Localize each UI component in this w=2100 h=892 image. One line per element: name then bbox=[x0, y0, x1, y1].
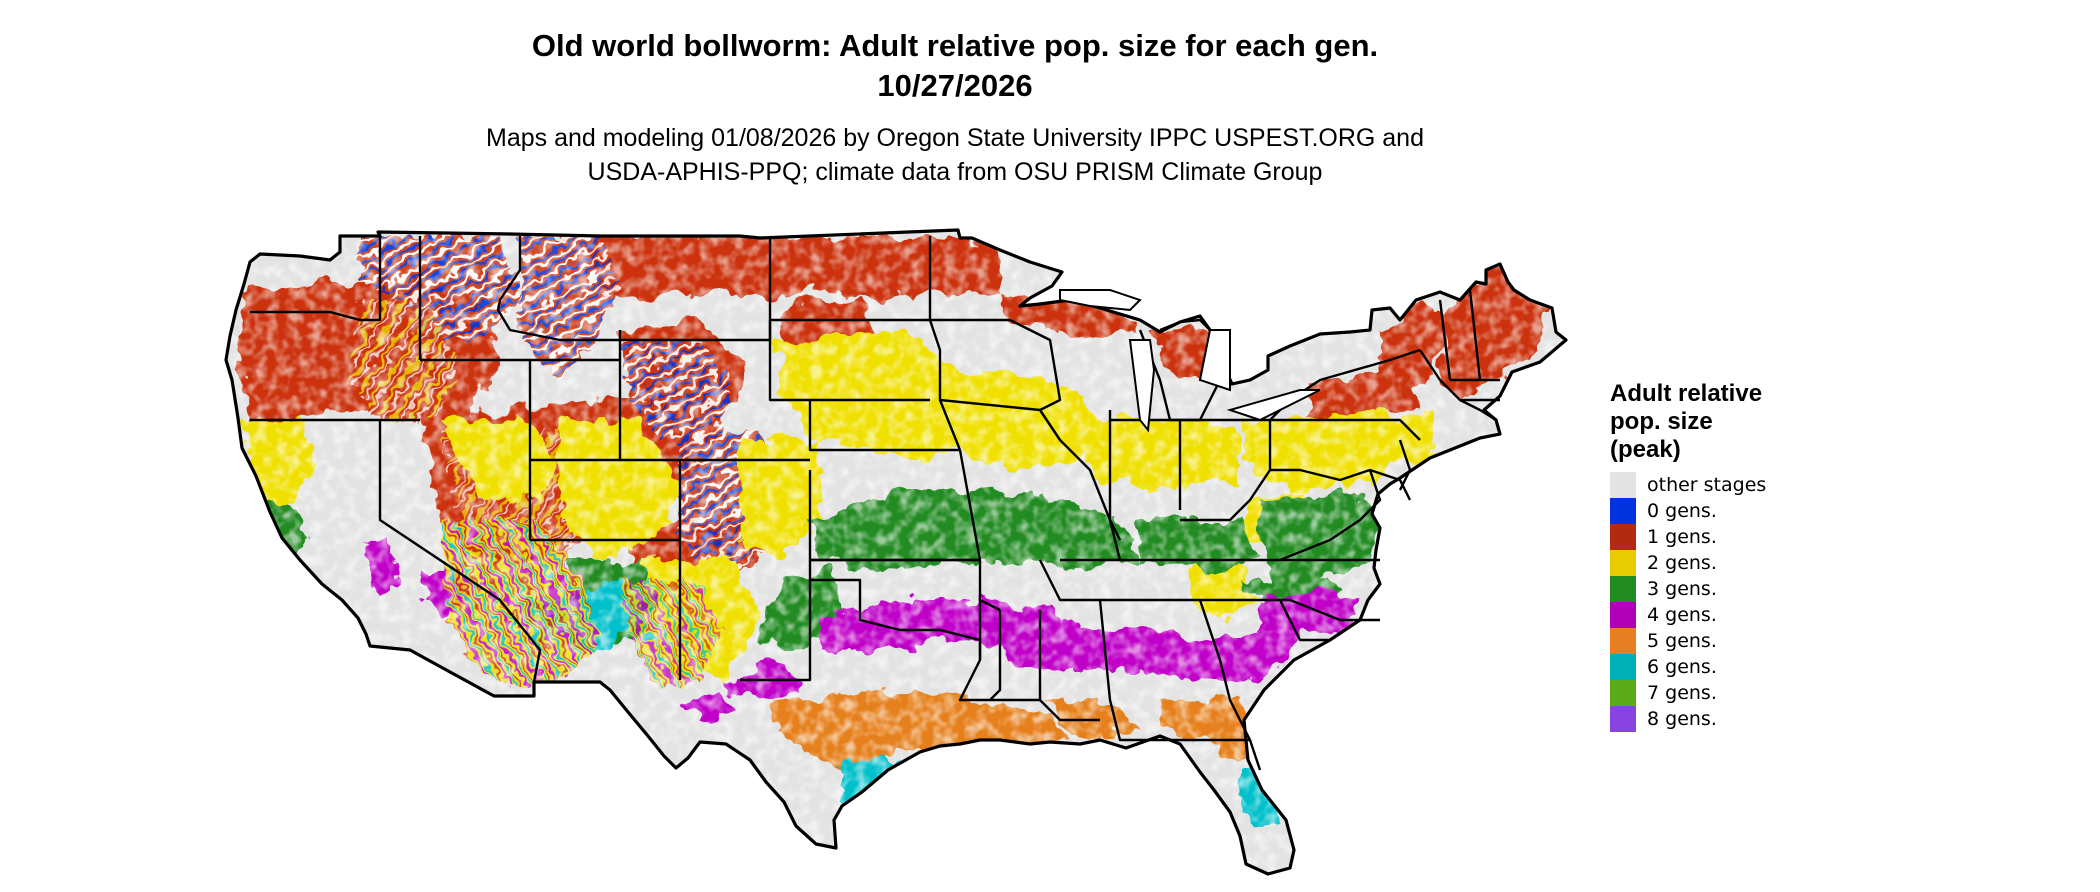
great-lakes bbox=[1059, 289, 1321, 433]
legend-item: 1 gens. bbox=[1610, 524, 1870, 550]
legend-items: other stages 0 gens. 1 gens. 2 gens. 3 gens.… bbox=[1610, 472, 1870, 732]
legend-item: 4 gens. bbox=[1610, 602, 1870, 628]
lake-superior bbox=[1059, 289, 1142, 312]
legend-item: 5 gens. bbox=[1610, 628, 1870, 654]
legend-swatch bbox=[1610, 576, 1636, 602]
legend-title-line-3: (peak) bbox=[1610, 436, 1681, 463]
legend-label: 8 gens. bbox=[1647, 708, 1717, 730]
legend-item: 8 gens. bbox=[1610, 706, 1870, 732]
legend-label: 3 gens. bbox=[1647, 578, 1717, 600]
legend-label: 4 gens. bbox=[1647, 604, 1717, 626]
legend-item: 3 gens. bbox=[1610, 576, 1870, 602]
legend-item: 7 gens. bbox=[1610, 680, 1870, 706]
legend-swatch bbox=[1610, 498, 1636, 524]
legend-title-line-2: pop. size bbox=[1610, 408, 1713, 435]
lake-huron bbox=[1198, 329, 1231, 392]
legend-swatch bbox=[1610, 628, 1636, 654]
legend-item: 2 gens. bbox=[1610, 550, 1870, 576]
legend-item: 6 gens. bbox=[1610, 654, 1870, 680]
legend-label: 0 gens. bbox=[1647, 500, 1717, 522]
map-legend: Adult relative pop. size (peak) other st… bbox=[1610, 380, 1870, 732]
lake-michigan bbox=[1128, 339, 1156, 433]
map-date: 10/27/2026 bbox=[877, 68, 1033, 103]
legend-label: 6 gens. bbox=[1647, 656, 1717, 678]
legend-item: 0 gens. bbox=[1610, 498, 1870, 524]
legend-item: other stages bbox=[1610, 472, 1870, 498]
legend-label: 7 gens. bbox=[1647, 682, 1717, 704]
map-credit-line-1: Maps and modeling 01/08/2026 by Oregon S… bbox=[486, 124, 1424, 152]
state-borders bbox=[224, 228, 1568, 876]
legend-swatch bbox=[1610, 550, 1636, 576]
legend-title: Adult relative pop. size (peak) bbox=[1610, 380, 1870, 464]
legend-swatch bbox=[1610, 472, 1636, 498]
legend-swatch bbox=[1610, 706, 1636, 732]
legend-label: other stages bbox=[1647, 474, 1767, 496]
legend-label: 2 gens. bbox=[1647, 552, 1717, 574]
lake-erie bbox=[1226, 389, 1321, 422]
legend-swatch bbox=[1610, 654, 1636, 680]
legend-swatch bbox=[1610, 602, 1636, 628]
legend-label: 1 gens. bbox=[1647, 526, 1717, 548]
legend-title-line-1: Adult relative bbox=[1610, 380, 1763, 407]
legend-swatch bbox=[1610, 524, 1636, 550]
legend-label: 5 gens. bbox=[1647, 630, 1717, 652]
map-title: Old world bollworm: Adult relative pop. … bbox=[531, 28, 1379, 63]
legend-swatch bbox=[1610, 680, 1636, 706]
map-credit-line-2: USDA-APHIS-PPQ; climate data from OSU PR… bbox=[587, 158, 1323, 186]
